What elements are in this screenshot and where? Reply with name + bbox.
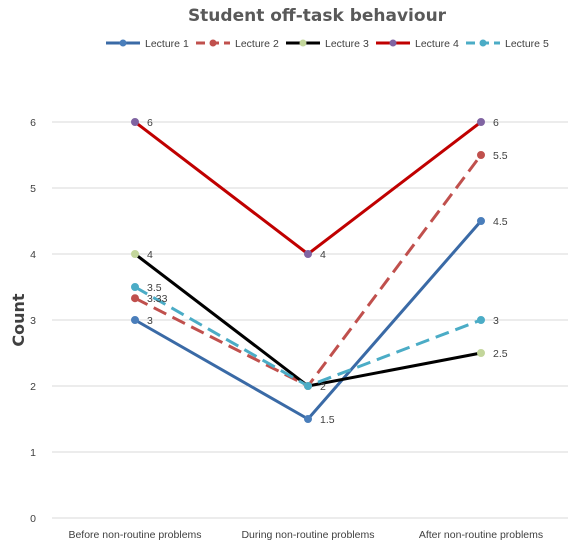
x-tick-label: Before non-routine problems — [68, 529, 201, 541]
chart-title: Student off-task behaviour — [188, 6, 447, 26]
data-point-series-2 — [131, 294, 139, 303]
data-point-series-4 — [131, 118, 139, 126]
data-point-series-1 — [131, 316, 139, 324]
data-label-series-3: 2 — [320, 381, 326, 393]
data-point-series-1 — [304, 415, 312, 423]
y-tick-label: 2 — [30, 381, 36, 393]
data-label-series-4: 6 — [147, 117, 153, 129]
data-point-series-4 — [304, 250, 312, 258]
data-label-series-2: 5.5 — [493, 150, 508, 162]
y-axis-label: Count — [9, 293, 28, 347]
data-point-series-2 — [477, 151, 485, 159]
legend-label: Lecture 3 — [325, 38, 369, 50]
legend-marker-2 — [209, 39, 217, 47]
y-tick-label: 6 — [30, 117, 36, 129]
data-markers — [131, 118, 485, 423]
series-line-5 — [134, 285, 482, 388]
legend-label: Lecture 2 — [235, 38, 279, 50]
y-axis-ticks: 0 1 2 3 4 5 6 — [30, 117, 36, 525]
x-tick-label: After non-routine problems — [419, 529, 543, 541]
x-tick-label: During non-routine problems — [241, 529, 374, 541]
legend-label: Lecture 4 — [415, 38, 459, 50]
y-tick-label: 4 — [30, 249, 36, 261]
y-tick-label: 0 — [30, 513, 36, 525]
data-label-series-5: 3 — [493, 315, 499, 327]
data-label-series-3: 2.5 — [493, 348, 508, 360]
data-label-series-1: 3 — [147, 315, 153, 327]
data-label-series-2: 3.33 — [147, 293, 168, 305]
data-label-series-3: 4 — [147, 249, 153, 261]
y-tick-label: 5 — [30, 183, 36, 195]
legend-marker-4 — [389, 39, 397, 47]
data-point-series-5 — [477, 316, 485, 324]
data-point-series-3 — [131, 250, 139, 258]
data-labels: 3 1.5 4.5 3.33 5.5 4 2 2.5 6 4 6 3.5 3 — [147, 117, 508, 426]
data-label-series-4: 4 — [320, 249, 326, 261]
legend-marker-1 — [119, 39, 127, 47]
data-label-series-5: 3.5 — [147, 282, 162, 294]
y-tick-label: 3 — [30, 315, 36, 327]
data-point-series-5 — [304, 382, 312, 390]
legend-label: Lecture 5 — [505, 38, 549, 50]
y-tick-label: 1 — [30, 447, 36, 459]
legend-label: Lecture 1 — [145, 38, 189, 50]
legend-marker-5 — [479, 39, 487, 47]
data-label-series-4: 6 — [493, 117, 499, 129]
gridlines — [52, 121, 568, 519]
legend-marker-3 — [299, 39, 307, 47]
data-point-series-5 — [131, 283, 139, 291]
data-label-series-1: 1.5 — [320, 414, 335, 426]
series-lines — [134, 120, 483, 421]
data-point-series-4 — [477, 118, 485, 126]
x-axis-ticks: Before non-routine problems During non-ro… — [68, 529, 543, 541]
data-point-series-3 — [477, 349, 485, 357]
data-label-series-1: 4.5 — [493, 216, 508, 228]
legend: Lecture 1 Lecture 2 Lecture 3 Lecture 4 Lect… — [106, 38, 549, 50]
data-point-series-1 — [477, 217, 485, 225]
